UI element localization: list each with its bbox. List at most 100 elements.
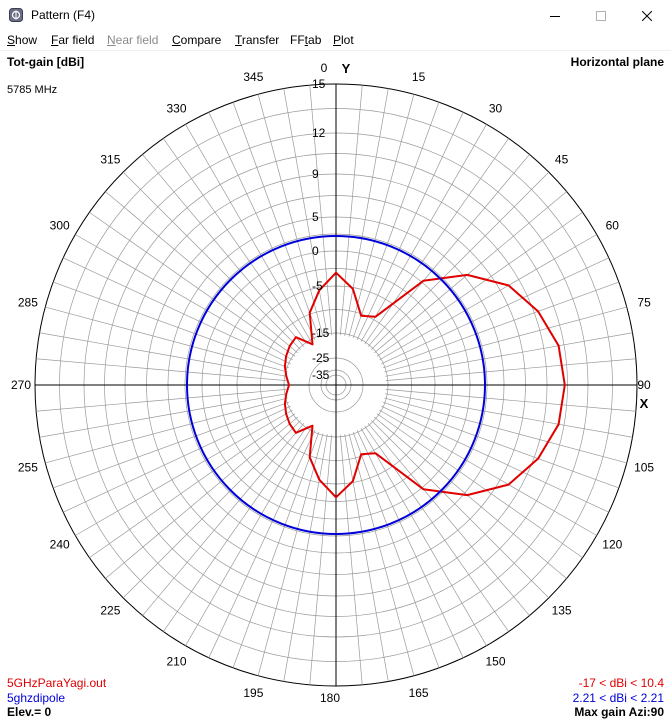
grid-spoke <box>374 191 567 354</box>
angle-tick-label: 210 <box>166 654 186 668</box>
grid-spoke <box>344 434 389 682</box>
close-icon <box>642 10 652 21</box>
grid-spoke <box>384 397 627 464</box>
series-point <box>285 355 287 358</box>
grid-spoke <box>381 257 609 365</box>
angle-tick-label: 135 <box>552 604 572 618</box>
grid-spoke <box>53 281 290 369</box>
max-gain-label: Max gain Azi:90 <box>574 705 664 719</box>
grid-spoke <box>364 425 509 632</box>
grid-spoke <box>89 212 296 357</box>
grid-spoke <box>89 413 296 558</box>
series-trace-2 <box>186 235 486 535</box>
gain-tick-label: 12 <box>312 126 326 140</box>
grid-spoke <box>371 171 550 350</box>
menu-plot[interactable]: Plot <box>333 33 354 47</box>
grid-spoke <box>75 409 293 536</box>
series-point <box>537 310 539 313</box>
series-point <box>284 402 286 405</box>
grid-spoke <box>75 234 293 361</box>
grid-spoke <box>360 428 487 646</box>
grid-spoke <box>185 124 312 342</box>
antenna-app-icon <box>9 8 23 22</box>
grid-spoke <box>63 405 291 513</box>
grid-spoke <box>163 138 308 345</box>
menu-compare[interactable]: Compare <box>172 33 222 47</box>
grid-spoke <box>53 401 290 489</box>
grid-spoke <box>283 88 328 336</box>
series-point <box>507 284 510 287</box>
grid-spoke <box>374 416 567 579</box>
menu-fftab[interactable]: FFtab <box>290 33 322 47</box>
frequency-label: 5785 MHz <box>7 84 58 96</box>
menu-near-field[interactable]: Near field <box>107 33 159 47</box>
grid-spoke <box>309 434 332 685</box>
grid-spoke <box>232 431 320 668</box>
close-button[interactable] <box>624 0 670 31</box>
title-bar[interactable]: Pattern (F4) <box>0 0 671 31</box>
gain-tick-label: -35 <box>312 368 330 382</box>
angle-tick-label: 195 <box>243 686 263 700</box>
angle-tick-label: 345 <box>243 70 263 84</box>
window-title: Pattern (F4) <box>31 8 96 22</box>
angle-tick-label: 0 <box>321 61 328 75</box>
angle-tick-label: 15 <box>412 70 426 84</box>
grid-spoke <box>142 154 305 347</box>
series-point <box>335 271 337 274</box>
maximize-button[interactable] <box>578 0 624 31</box>
series-point <box>311 343 314 346</box>
series-point <box>557 423 560 426</box>
gain-tick-label: -15 <box>312 326 330 340</box>
grid-spoke <box>352 102 440 339</box>
grid-spoke <box>367 154 530 347</box>
grid-spoke <box>385 389 636 412</box>
gain-tick-label: -5 <box>312 279 323 293</box>
series-point <box>422 488 425 491</box>
series-point <box>285 393 288 395</box>
series-point <box>360 315 363 317</box>
trace1-range-label: -17 < dBi < 10.4 <box>578 676 664 690</box>
grid-spoke <box>105 191 298 354</box>
grid-spoke <box>376 212 583 357</box>
menu-show[interactable]: Show <box>7 33 38 47</box>
series-point <box>352 288 354 290</box>
trace1-file-label: 5GHzParaYagi.out <box>7 676 107 690</box>
grid-spoke <box>344 88 389 336</box>
angle-tick-label: 105 <box>634 461 654 475</box>
grid-spoke <box>105 416 298 579</box>
series-point <box>335 496 337 499</box>
series-point <box>311 424 314 427</box>
angle-tick-label: 90 <box>637 378 651 392</box>
series-point <box>295 336 297 339</box>
y-axis-label: Y <box>342 61 351 76</box>
grid-spoke <box>45 306 288 373</box>
angle-tick-label: 165 <box>409 686 429 700</box>
series-point <box>318 478 321 481</box>
series-point <box>360 453 363 456</box>
polar-plot[interactable]: 0153045607590105120135150165180195210225… <box>0 51 671 721</box>
series-point <box>557 344 560 347</box>
trace2-range-label: 2.21 < dBi < 2.21 <box>572 691 664 705</box>
grid-spoke <box>185 428 312 646</box>
angle-tick-label: 285 <box>18 295 38 309</box>
pattern-traces <box>186 235 566 535</box>
gain-tick-label: 15 <box>312 77 326 91</box>
grid-spoke <box>385 332 633 377</box>
angle-tick-label: 180 <box>320 691 340 705</box>
grid-spoke <box>36 389 287 412</box>
series-point <box>288 345 291 347</box>
series-point <box>466 274 469 276</box>
menu-far-field[interactable]: Far field <box>51 33 95 47</box>
minimize-button[interactable] <box>532 0 578 31</box>
grid-spoke <box>348 94 415 337</box>
grid-spoke <box>384 306 627 373</box>
menu-transfer[interactable]: Transfer <box>235 33 280 47</box>
grid-spoke <box>232 102 320 339</box>
grid-spoke <box>340 85 363 336</box>
grid-spoke <box>45 397 288 464</box>
series-point <box>285 375 288 378</box>
elevation-label: Elev.= 0 <box>7 705 52 719</box>
grid-spoke <box>379 409 597 536</box>
grid-spoke <box>340 434 363 685</box>
grid-spoke <box>382 401 619 489</box>
